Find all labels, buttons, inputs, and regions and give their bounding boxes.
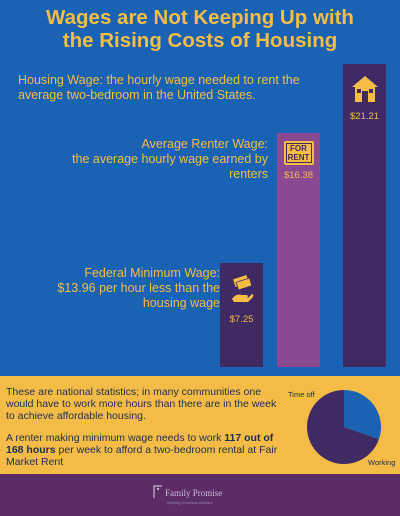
bar-housing-wage: $21.21 [343, 64, 386, 367]
pie-slice-time-off [344, 390, 381, 440]
value-label-minimum: $7.25 [229, 314, 254, 326]
logo-name: Family Promise [165, 488, 223, 498]
hours-statistic: A renter making minimum wage needs to wo… [6, 432, 278, 468]
logo-tagline: Helping homeless families [167, 501, 213, 505]
hours-pie-chart [307, 390, 381, 464]
housing-wage-description: Housing Wage: the hourly wage needed to … [18, 73, 300, 102]
footer [0, 474, 400, 516]
value-label-renter: $16.38 [283, 170, 314, 181]
minimum-wage-description: Federal Minimum Wage: $13.96 per hour le… [20, 266, 220, 311]
minimum-wage-text: $13.96 per hour less than the housing wa… [57, 281, 220, 310]
hand-holding-money-icon [231, 275, 253, 303]
pie-slice-working [307, 390, 379, 464]
page-title: Wages are Not Keeping Up with the Rising… [0, 6, 400, 52]
bar-minimum-wage: $7.25 [220, 263, 263, 367]
renter-wage-text: the average hourly wage earned by renter… [72, 152, 268, 181]
renter-wage-heading: Average Renter Wage: [141, 137, 268, 151]
minimum-wage-heading: Federal Minimum Wage: [84, 266, 220, 280]
for-rent-sign-icon: FOR RENT [283, 141, 314, 165]
renter-wage-description: Average Renter Wage: the average hourly … [68, 137, 268, 182]
statistics-panel: These are national statistics; in many c… [0, 376, 400, 474]
bar-renter-wage: FOR RENT $16.38 [277, 133, 320, 367]
pie-label-time-off: Time off [288, 390, 315, 399]
hours-statistic-bold: 117 out of 168 hours [6, 432, 274, 456]
statistic-note: These are national statistics; in many c… [6, 386, 277, 422]
for-rent-sign-text: FOR RENT [285, 143, 312, 163]
title-line-2: the Rising Costs of Housing [62, 29, 338, 52]
value-label-housing: $21.21 [349, 111, 380, 122]
hours-statistic-pre: A renter making minimum wage needs to wo… [6, 432, 225, 444]
title-line-1: Wages are Not Keeping Up with [46, 6, 354, 29]
hours-statistic-post: per week to afford a two-bedroom rental … [6, 444, 278, 468]
house-icon [351, 76, 378, 102]
family-promise-logo-icon [153, 485, 162, 498]
pie-label-working: Working [368, 458, 396, 467]
